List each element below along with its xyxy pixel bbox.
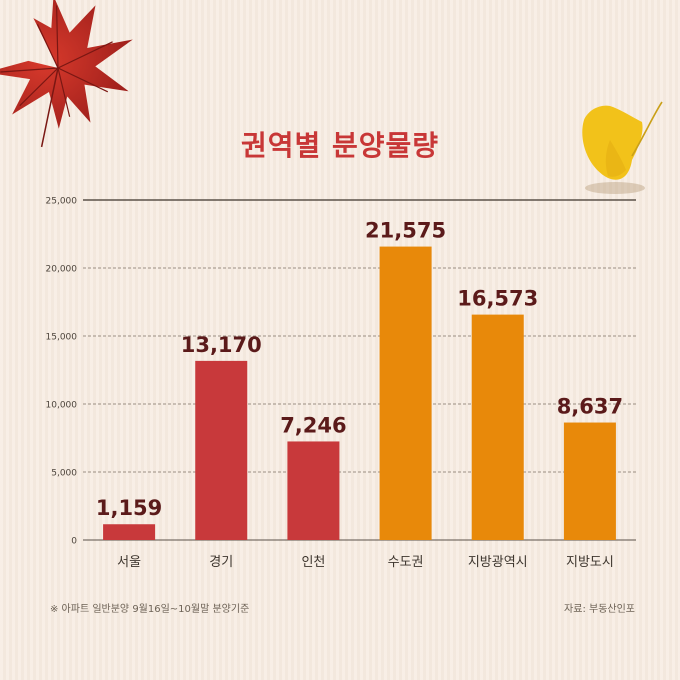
ginkgo-leaf-icon (582, 101, 663, 194)
x-tick-label: 인천 (301, 555, 325, 570)
y-tick-label: 15,000 (46, 333, 78, 343)
bar-5 (563, 422, 616, 540)
x-tick-label: 지방광역시 (468, 555, 528, 570)
x-tick-label: 수도권 (388, 555, 424, 570)
bar-0 (103, 524, 156, 540)
y-tick-label: 0 (71, 537, 77, 547)
bar-3 (379, 246, 432, 540)
data-label: 7,246 (280, 413, 346, 437)
footnote: ※ 아파트 일반분양 9월16일~10월말 분양기준 (50, 604, 250, 615)
data-label: 16,573 (457, 287, 538, 311)
bar-2 (287, 441, 340, 540)
data-label: 21,575 (365, 219, 446, 243)
bar-4 (471, 314, 524, 540)
data-label: 13,170 (181, 333, 262, 357)
chart-title: 권역별 분양물량 (240, 129, 440, 162)
x-tick-label: 서울 (117, 555, 141, 570)
source-note: 자료: 부동산인포 (564, 604, 635, 615)
x-tick-label: 지방도시 (566, 555, 614, 570)
maple-leaf-icon (0, 0, 133, 148)
y-tick-label: 10,000 (46, 401, 78, 411)
data-label: 1,159 (96, 496, 162, 520)
data-label: 8,637 (557, 395, 623, 419)
x-tick-label: 경기 (209, 555, 233, 570)
y-tick-label: 5,000 (51, 469, 77, 479)
y-tick-label: 25,000 (46, 197, 78, 207)
y-tick-label: 20,000 (46, 265, 78, 275)
bar-1 (195, 360, 248, 540)
